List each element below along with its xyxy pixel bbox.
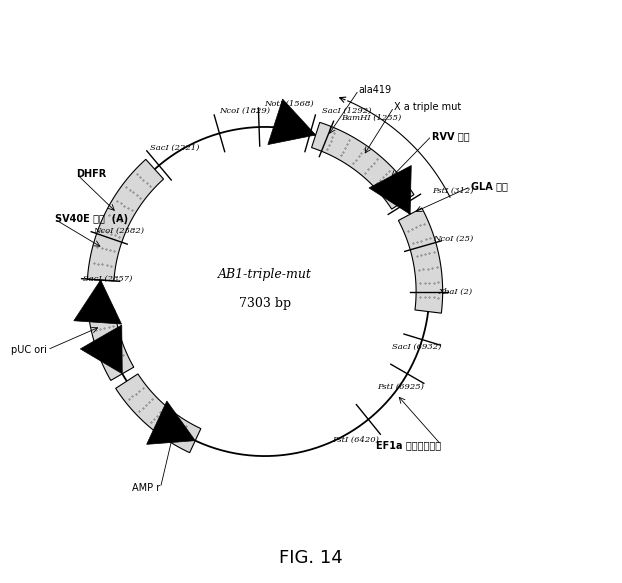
Text: SV40E ポリ  (A): SV40E ポリ (A) [55, 214, 128, 224]
Text: PstI (6925): PstI (6925) [377, 383, 424, 391]
Polygon shape [116, 374, 201, 452]
Polygon shape [312, 122, 414, 209]
Text: ala419: ala419 [359, 85, 392, 95]
Text: BamHI (1255): BamHI (1255) [341, 114, 401, 121]
Text: PstI (6420): PstI (6420) [332, 436, 379, 444]
Text: NcoI (2582): NcoI (2582) [93, 226, 144, 234]
Text: SacI (2857): SacI (2857) [83, 275, 132, 282]
Text: 7303 bp: 7303 bp [239, 297, 291, 310]
Text: NotI (1568): NotI (1568) [264, 100, 313, 108]
Polygon shape [88, 310, 134, 381]
Text: DHFR: DHFR [77, 168, 106, 179]
Text: GLA 欠失: GLA 欠失 [471, 182, 508, 192]
Text: NcoI (1829): NcoI (1829) [219, 107, 270, 115]
Text: X a triple mut: X a triple mut [394, 102, 462, 112]
Text: pUC ori: pUC ori [11, 345, 47, 355]
Text: SacI (2221): SacI (2221) [150, 144, 199, 152]
Text: SacI (1292): SacI (1292) [322, 107, 372, 115]
Text: NcoI (25): NcoI (25) [434, 235, 474, 243]
Polygon shape [398, 208, 443, 313]
Text: AB1-triple-mut: AB1-triple-mut [218, 268, 312, 280]
Text: EF1a プロモーター: EF1a プロモーター [376, 440, 441, 450]
Text: SacI (6932): SacI (6932) [392, 343, 441, 351]
Text: FIG. 14: FIG. 14 [279, 549, 343, 567]
Text: XbaI (2): XbaI (2) [439, 287, 473, 296]
Polygon shape [268, 99, 315, 145]
Text: RVV 欠失: RVV 欠失 [432, 131, 469, 141]
Text: PstI (312): PstI (312) [432, 187, 474, 195]
Polygon shape [87, 159, 164, 281]
Polygon shape [147, 401, 195, 444]
Polygon shape [369, 166, 411, 214]
Polygon shape [80, 325, 123, 374]
Text: AMP r: AMP r [132, 483, 160, 493]
Polygon shape [74, 280, 121, 324]
